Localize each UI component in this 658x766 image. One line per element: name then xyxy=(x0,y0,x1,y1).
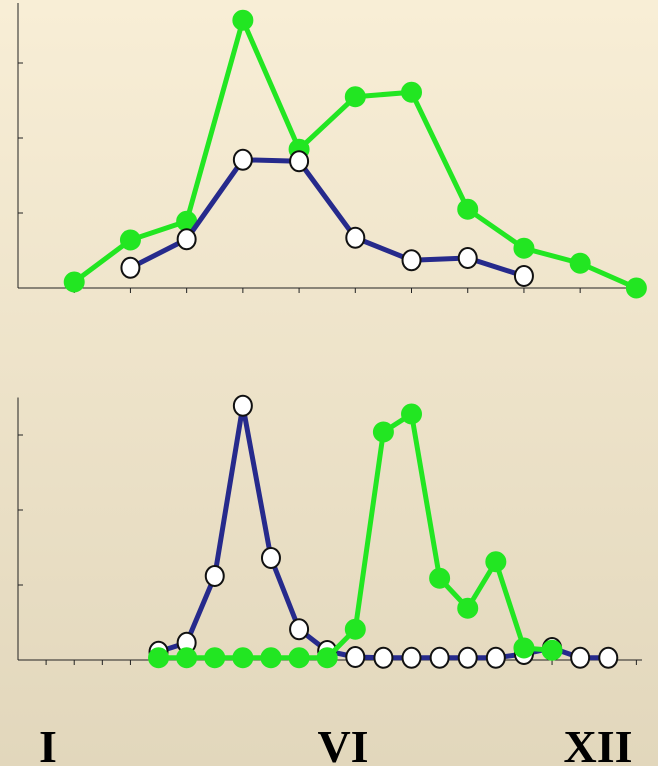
point xyxy=(260,547,281,569)
point xyxy=(289,618,310,641)
point xyxy=(401,81,423,103)
point xyxy=(148,647,170,669)
point xyxy=(316,647,338,669)
point xyxy=(457,198,479,220)
point xyxy=(541,639,563,661)
point xyxy=(401,646,422,669)
point xyxy=(344,86,366,108)
point xyxy=(63,271,85,293)
point xyxy=(373,646,394,669)
point xyxy=(598,646,619,669)
point xyxy=(570,646,591,669)
period-label: I xyxy=(39,721,57,766)
point xyxy=(260,647,282,669)
point xyxy=(120,256,141,279)
point xyxy=(344,618,366,640)
point xyxy=(289,150,310,173)
period-label: VI xyxy=(317,721,368,766)
point xyxy=(176,647,198,669)
point xyxy=(429,646,450,669)
point xyxy=(457,597,479,619)
period-label: XII xyxy=(563,721,632,766)
point xyxy=(625,277,647,299)
point xyxy=(119,229,141,251)
point xyxy=(429,567,451,589)
point xyxy=(204,647,226,669)
point xyxy=(232,647,254,669)
point xyxy=(204,565,225,587)
point xyxy=(372,421,394,443)
point xyxy=(569,252,591,274)
point xyxy=(485,551,507,573)
point xyxy=(485,646,506,669)
point xyxy=(232,9,254,31)
point xyxy=(345,646,366,668)
point xyxy=(513,237,535,259)
point xyxy=(345,226,366,249)
point xyxy=(513,265,534,287)
point xyxy=(457,646,478,669)
point xyxy=(513,637,535,659)
point xyxy=(401,249,422,272)
point xyxy=(176,228,197,251)
point xyxy=(232,148,253,171)
point xyxy=(457,247,478,269)
point xyxy=(288,647,310,669)
point xyxy=(401,403,423,425)
point xyxy=(232,394,253,417)
